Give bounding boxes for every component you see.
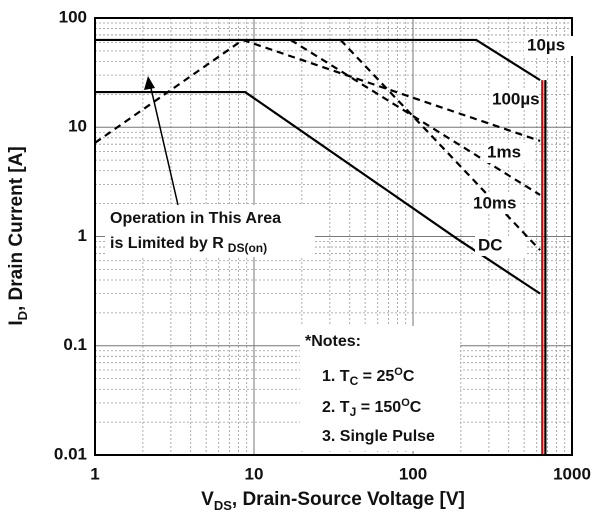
- series-line: [95, 90, 541, 295]
- series-line: [290, 38, 541, 196]
- note: 1. TC = 25OC: [322, 366, 415, 388]
- y-tick-label: 10: [68, 117, 87, 136]
- annotation-bg: [105, 205, 315, 257]
- series-label: 10ms: [473, 193, 516, 212]
- annotation: is Limited by R DS(on): [110, 235, 267, 255]
- note: 2. TJ = 150OC: [322, 397, 422, 419]
- notes-bg: [300, 326, 460, 451]
- series-label-bg: [524, 36, 574, 56]
- plot-frame: [94, 17, 573, 456]
- arrow-head: [144, 76, 155, 90]
- series-label: 100µs: [492, 89, 540, 108]
- x-tick-label: 1000: [553, 464, 591, 483]
- series-label: 10µs: [527, 35, 565, 54]
- series-label: 1ms: [487, 142, 521, 161]
- series-line: [242, 38, 541, 142]
- series-label-bg: [475, 236, 525, 256]
- series-line: [95, 38, 541, 82]
- annotation: Operation in This Area: [110, 210, 281, 227]
- y-axis-label: ID, Drain Current [A]: [6, 146, 30, 325]
- series-label: DC: [478, 235, 503, 254]
- annotation-arrow: [149, 83, 179, 206]
- x-tick-label: 100: [399, 464, 427, 483]
- x-tick-label: 1: [90, 464, 99, 483]
- note: 3. Single Pulse: [322, 428, 435, 445]
- x-tick-label: 10: [245, 464, 264, 483]
- x-axis-label: VDS, Drain-Source Voltage [V]: [201, 489, 465, 513]
- series-label-bg: [489, 90, 539, 110]
- notes-title: *Notes:: [305, 333, 361, 350]
- series-line: [94, 39, 244, 144]
- series-line: [339, 39, 541, 251]
- series-label-bg: [484, 143, 534, 163]
- series-label-bg: [470, 194, 520, 214]
- y-tick-label: 0.1: [63, 335, 87, 354]
- y-tick-label: 1: [78, 226, 87, 245]
- series-group: [94, 38, 547, 455]
- y-tick-label: 100: [59, 7, 87, 26]
- y-tick-label: 0.01: [54, 444, 87, 463]
